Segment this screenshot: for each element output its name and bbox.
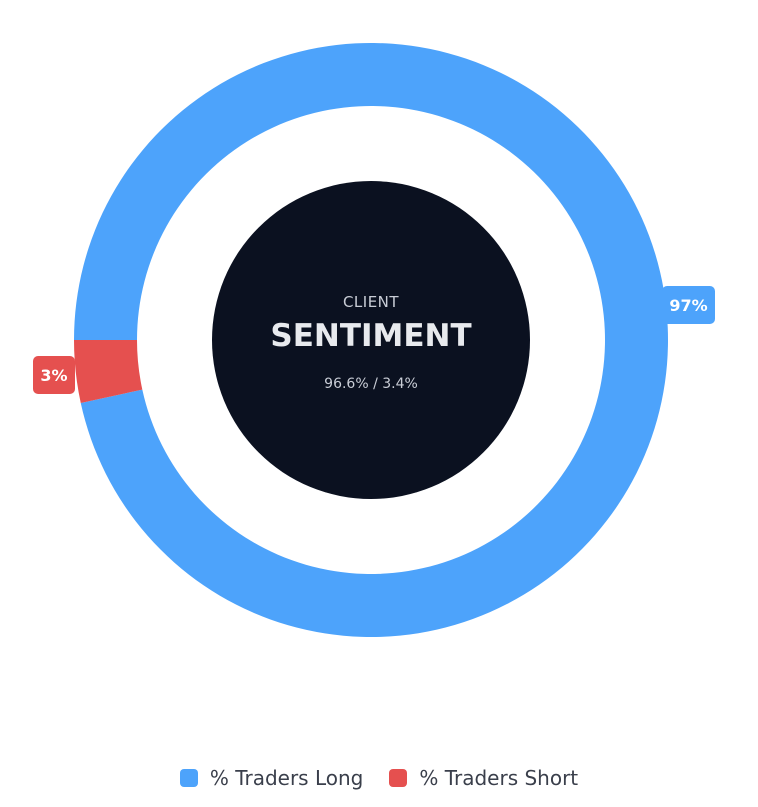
center-eyebrow: CLIENT	[343, 293, 399, 311]
legend-item-short[interactable]: % Traders Short	[389, 766, 578, 790]
slice-label-text: 3%	[40, 366, 67, 385]
slice-label-long: 97%	[662, 286, 715, 324]
chart-legend: % Traders Long % Traders Short	[0, 766, 758, 790]
slice-label-box	[33, 356, 75, 394]
donut-slices	[74, 42, 668, 638]
slice-labels: 97% 3%	[33, 286, 715, 394]
legend-label-long: % Traders Long	[209, 766, 364, 790]
center-disc	[212, 181, 530, 499]
slice-label-text: 97%	[669, 296, 707, 315]
legend-swatch-long	[179, 769, 198, 787]
slice-label-box	[662, 286, 715, 324]
slice-label-short: 3%	[33, 356, 75, 394]
donut-slice-short[interactable]	[74, 340, 143, 403]
center-title: SENTIMENT	[270, 318, 471, 354]
legend-swatch-short	[389, 769, 408, 787]
legend-label-short: % Traders Short	[419, 766, 579, 790]
legend-item-long[interactable]: % Traders Long	[179, 766, 364, 790]
center-subtitle: 96.6% / 3.4%	[324, 376, 418, 392]
